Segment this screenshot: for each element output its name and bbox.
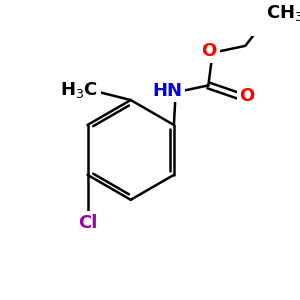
Text: Cl: Cl (78, 214, 97, 232)
Text: H$_3$C: H$_3$C (60, 80, 98, 100)
Text: HN: HN (152, 82, 182, 100)
Text: O: O (239, 87, 255, 105)
Text: O: O (202, 42, 217, 60)
Text: CH$_3$: CH$_3$ (266, 3, 300, 23)
